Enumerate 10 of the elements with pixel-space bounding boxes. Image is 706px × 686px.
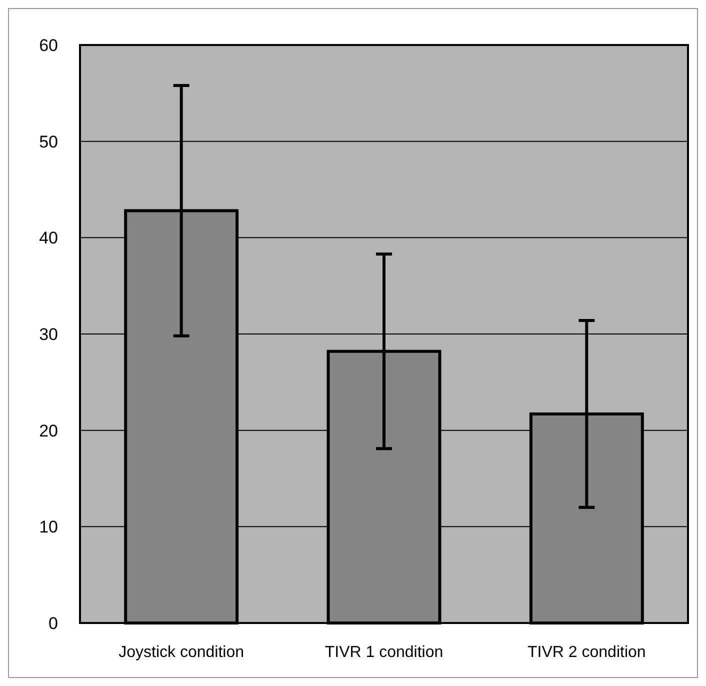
y-tick-label: 0 [48,614,58,633]
y-tick-label: 30 [39,324,58,344]
y-tick-label: 40 [39,228,58,248]
y-tick-label: 50 [39,132,58,152]
y-tick-label: 20 [39,421,58,440]
y-tick-label: 60 [39,36,58,55]
x-tick-label: TIVR 1 condition [324,644,444,661]
y-tick-label: 10 [39,518,58,537]
x-tick-label: TIVR 2 condition [528,644,646,661]
x-tick-label: Joystick condition [118,644,244,661]
